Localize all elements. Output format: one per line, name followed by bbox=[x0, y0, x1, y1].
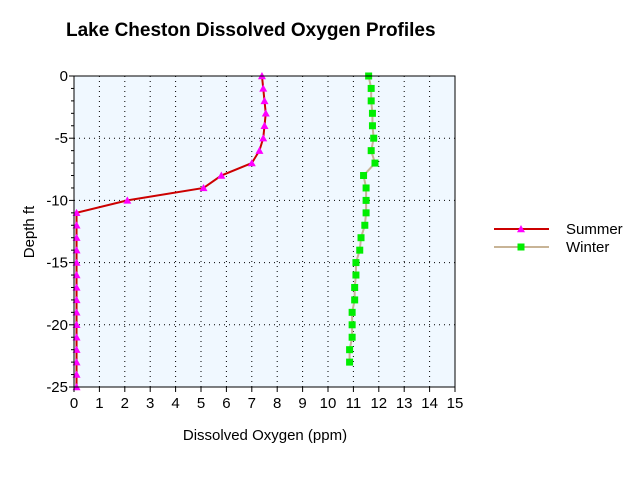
series-summer bbox=[72, 72, 270, 391]
legend-marker-winter bbox=[517, 243, 525, 251]
winter-point bbox=[352, 259, 360, 267]
summer-point bbox=[255, 146, 264, 154]
winter-point bbox=[362, 184, 370, 192]
summer-point bbox=[261, 109, 270, 117]
summer-point bbox=[72, 370, 81, 378]
winter-point bbox=[346, 346, 354, 354]
y-tick-label: -25 bbox=[46, 379, 68, 396]
series-winter bbox=[346, 72, 379, 366]
summer-point bbox=[247, 159, 256, 167]
chart-title: Lake Cheston Dissolved Oxygen Profiles bbox=[66, 20, 436, 41]
winter-point bbox=[351, 283, 359, 291]
summer-point bbox=[123, 196, 132, 204]
winter-point bbox=[356, 246, 364, 254]
summer-point bbox=[260, 121, 269, 129]
y-tick-label: -15 bbox=[46, 255, 68, 272]
summer-point bbox=[259, 84, 268, 92]
y-tick-label: 0 bbox=[60, 68, 68, 85]
winter-point bbox=[362, 209, 370, 217]
summer-point bbox=[72, 320, 81, 328]
winter-point bbox=[362, 196, 370, 204]
y-tick-label: -10 bbox=[46, 192, 68, 209]
x-tick-label: 12 bbox=[370, 395, 387, 412]
summer-point bbox=[72, 221, 81, 229]
winter-point bbox=[348, 308, 356, 316]
winter-point bbox=[360, 172, 368, 180]
x-tick-label: 4 bbox=[171, 395, 179, 412]
x-tick-label: 15 bbox=[447, 395, 464, 412]
winter-point bbox=[371, 159, 379, 167]
winter-point bbox=[370, 134, 378, 142]
x-axis-label: Dissolved Oxygen (ppm) bbox=[183, 427, 347, 444]
winter-point bbox=[367, 97, 375, 105]
summer-point bbox=[199, 183, 208, 192]
winter-point bbox=[348, 333, 356, 341]
summer-point bbox=[72, 333, 81, 341]
winter-point bbox=[357, 234, 365, 242]
x-tick-label: 3 bbox=[146, 395, 154, 412]
winter-point bbox=[351, 296, 359, 304]
summer-point bbox=[217, 171, 226, 179]
y-tick-label: -5 bbox=[55, 130, 68, 147]
legend-item-summer: Summer bbox=[494, 221, 623, 238]
x-tick-label: 13 bbox=[396, 395, 413, 412]
x-tick-label: 5 bbox=[197, 395, 205, 412]
x-tick-label: 8 bbox=[273, 395, 281, 412]
x-tick-label: 7 bbox=[248, 395, 256, 412]
y-tick-label: -20 bbox=[46, 317, 68, 334]
x-tick-label: 1 bbox=[95, 395, 103, 412]
x-axis: 0 1 2 3 4 5 6 7 8 9 10 11 12 13 14 15 bbox=[70, 387, 464, 412]
plot-frame bbox=[73, 75, 456, 388]
summer-point bbox=[72, 358, 81, 366]
x-tick-label: 10 bbox=[320, 395, 337, 412]
winter-point bbox=[368, 122, 376, 130]
x-tick-label: 6 bbox=[222, 395, 230, 412]
summer-point bbox=[259, 134, 268, 142]
legend-label-summer: Summer bbox=[566, 221, 623, 238]
summer-point bbox=[72, 233, 81, 241]
winter-point bbox=[346, 358, 354, 366]
summer-point bbox=[260, 96, 269, 105]
summer-point bbox=[72, 208, 81, 217]
winter-point bbox=[368, 109, 376, 117]
y-axis: 0 -5 -10 -15 -20 -25 bbox=[46, 68, 74, 396]
winter-point bbox=[348, 321, 356, 329]
legend-label-winter: Winter bbox=[566, 239, 609, 256]
summer-point bbox=[72, 308, 81, 316]
winter-point bbox=[361, 221, 369, 229]
series-layer bbox=[72, 72, 379, 391]
x-tick-label: 11 bbox=[346, 395, 362, 412]
winter-point bbox=[352, 271, 360, 279]
x-tick-label: 9 bbox=[298, 395, 306, 412]
x-tick-label: 2 bbox=[121, 395, 129, 412]
y-axis-label: Depth ft bbox=[21, 205, 38, 258]
x-tick-label: 14 bbox=[421, 395, 438, 412]
legend-marker-summer bbox=[517, 225, 525, 233]
summer-point bbox=[72, 345, 81, 353]
winter-point bbox=[367, 84, 375, 92]
summer-point bbox=[72, 283, 81, 291]
summer-point bbox=[72, 295, 81, 304]
summer-point bbox=[72, 271, 81, 279]
legend-item-winter: Winter bbox=[494, 239, 609, 256]
summer-point bbox=[72, 246, 81, 254]
x-tick-label: 0 bbox=[70, 395, 78, 412]
winter-point bbox=[367, 147, 375, 155]
summer-point bbox=[72, 258, 81, 266]
